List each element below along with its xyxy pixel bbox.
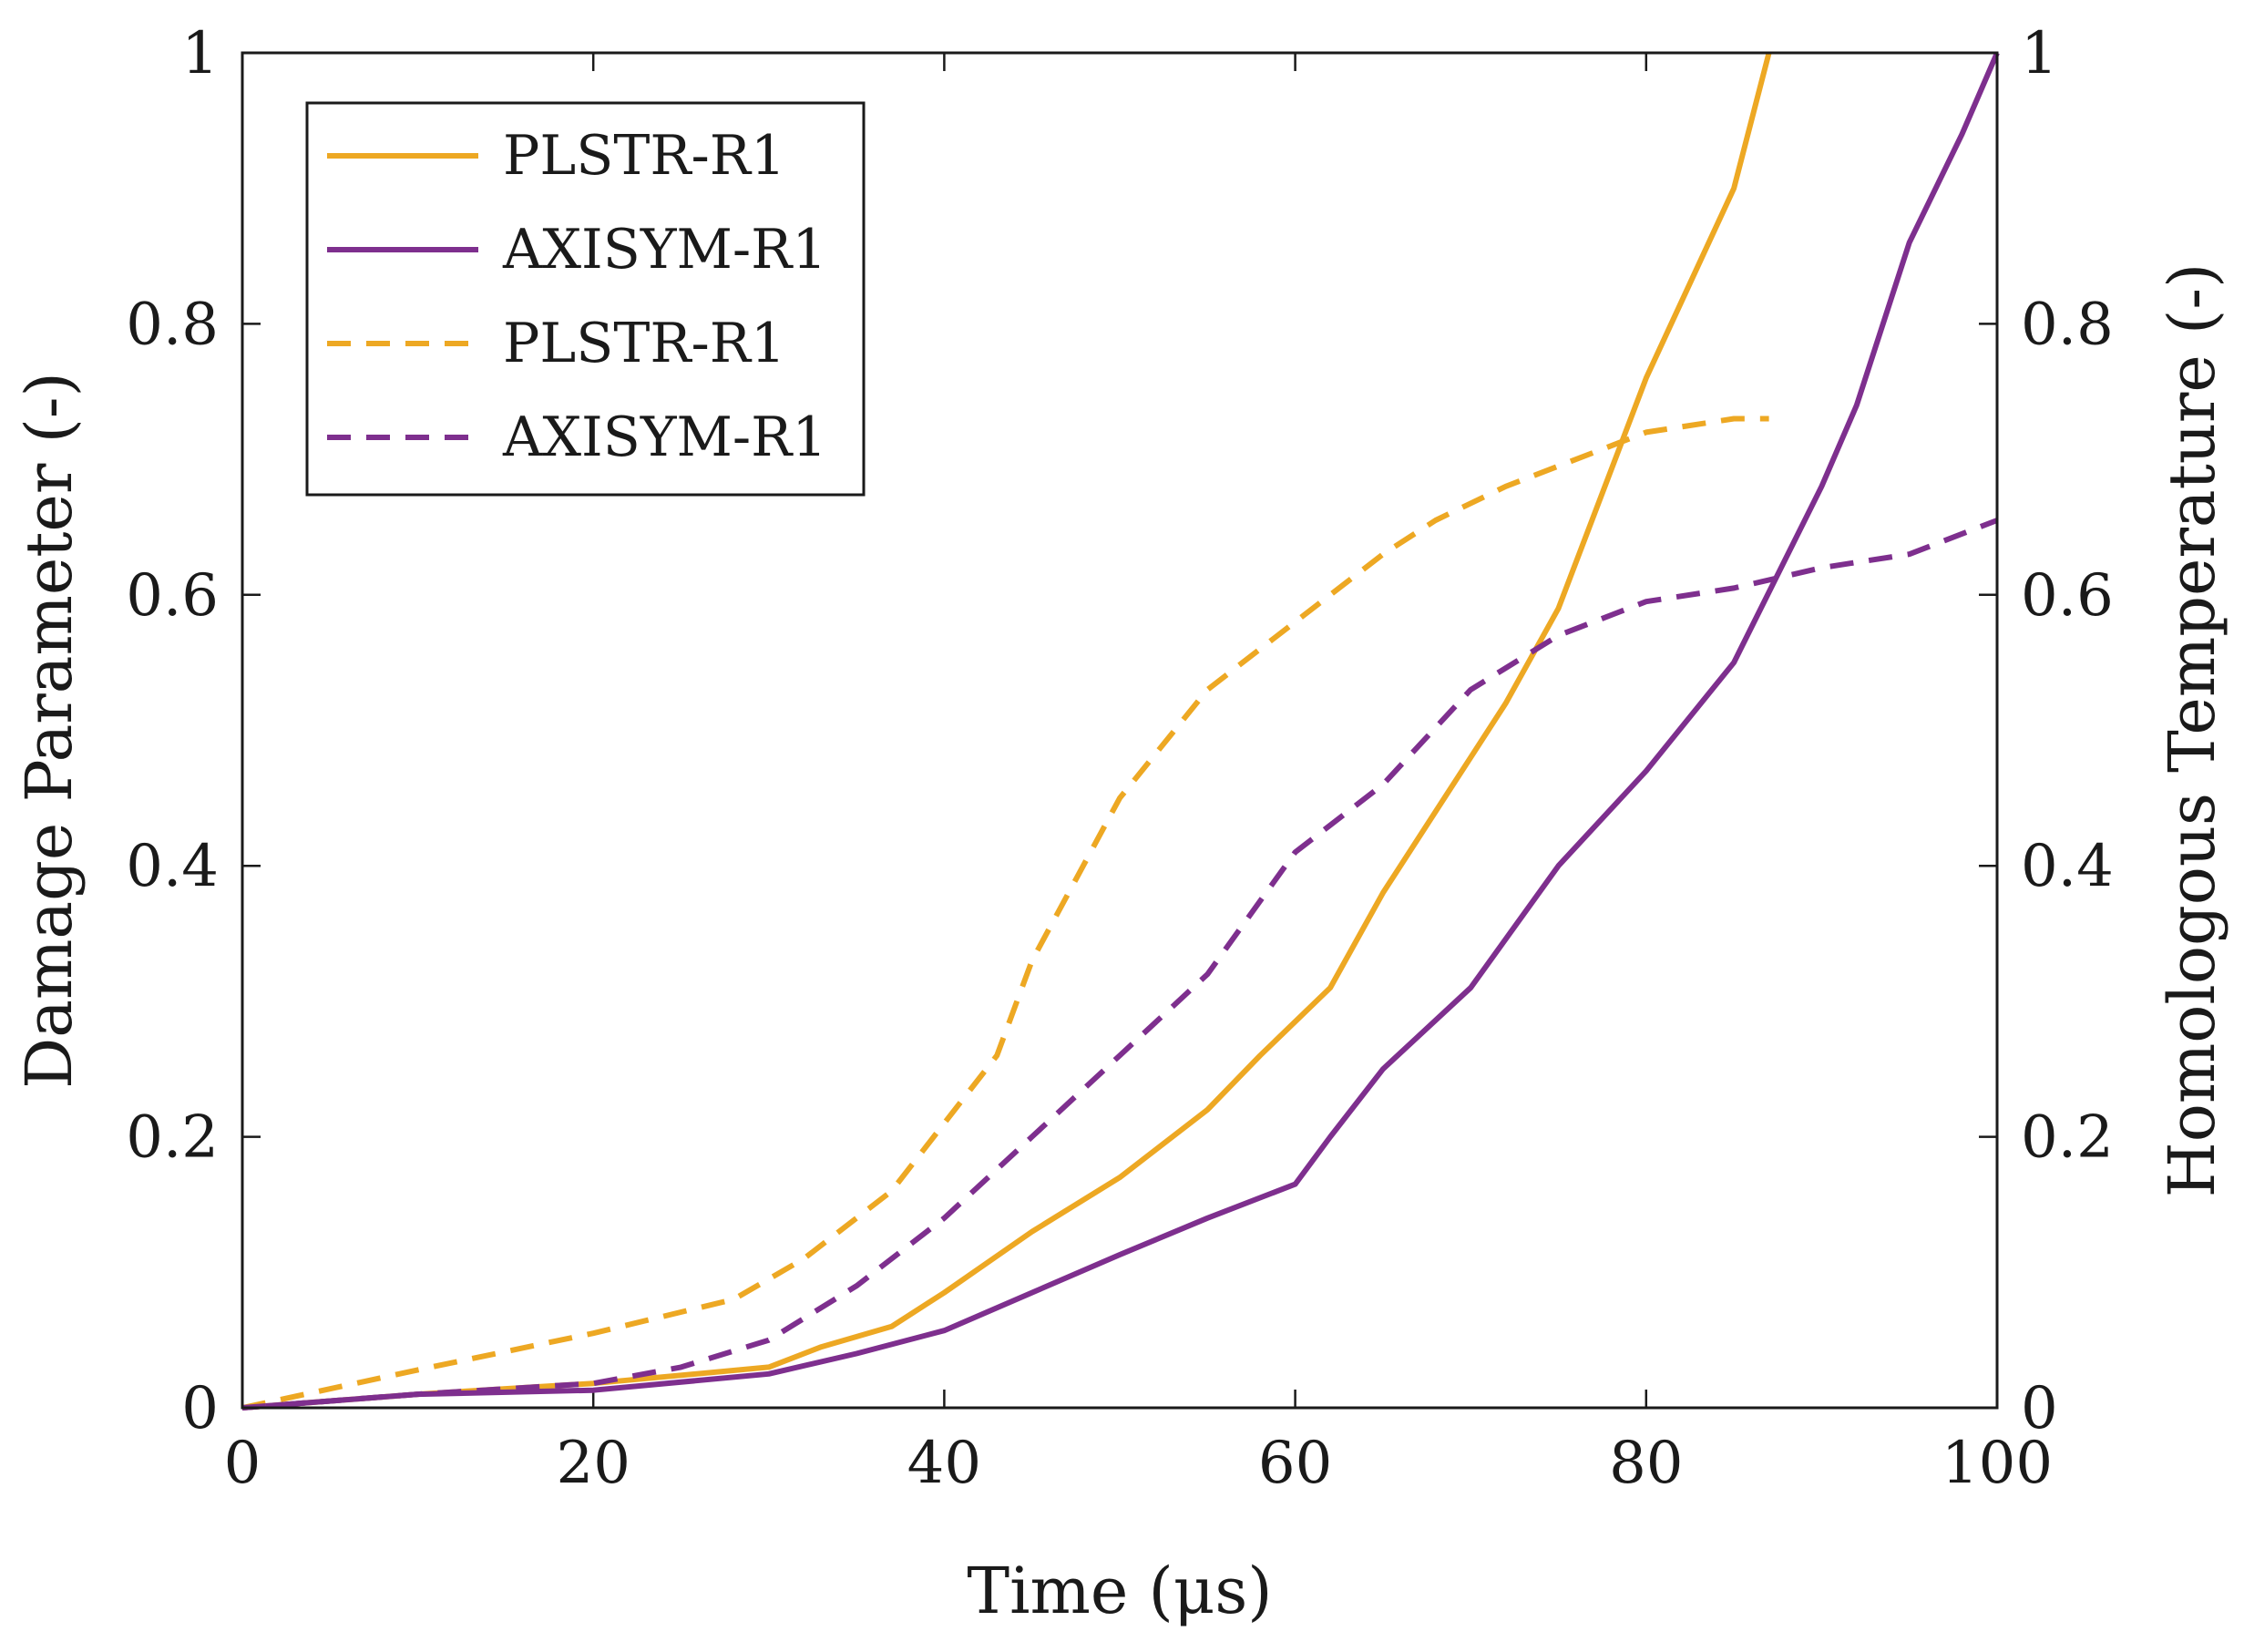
series-line-dashed-plstr-r1 [241,416,1769,1411]
legend-label: PLSTR-R1 [503,312,785,375]
right-y-tick-label: 0.4 [2021,833,2114,900]
x-tick-label: 0 [224,1430,261,1497]
series-line-dashed-axisym-r1 [241,518,1999,1411]
right-y-tick-label: 0.6 [2021,562,2114,630]
right-y-tick-label: 0.8 [2021,291,2114,358]
left-y-tick-label: 0.6 [126,562,219,630]
x-tick-label: 40 [907,1430,981,1497]
legend-box [305,101,866,497]
series-layer [241,51,2000,1411]
left-y-axis-title: Damage Parameter (-) [12,372,87,1089]
plot-frame [241,51,1999,1410]
right-y-axis-title: Homologous Temperature (-) [2155,263,2229,1198]
x-tick-label: 60 [1258,1430,1332,1497]
legend-label: PLSTR-R1 [503,124,785,188]
left-y-tick-label: 1 [181,20,219,87]
left-y-tick-label: 0.4 [126,833,219,900]
x-axis-title: Time (μs) [967,1554,1272,1628]
plot-area-border [241,51,1999,1410]
series-line-solid-axisym-r1 [241,51,2000,1411]
right-y-tick-label: 0 [2021,1375,2058,1442]
legend: PLSTR-R1 AXISYM-R1 PLSTR-R1 AXISYM-R1 [305,101,866,497]
x-tick-label: 80 [1609,1430,1683,1497]
legend-label: AXISYM-R1 [502,218,827,282]
x-tick-label: 100 [1942,1430,2053,1497]
left-y-tick-label: 0.2 [126,1104,219,1172]
legend-label: AXISYM-R1 [502,405,827,469]
series-line-solid-plstr-r1 [241,52,1772,1411]
right-y-tick-label: 0.2 [2021,1104,2114,1172]
left-y-tick-label: 0 [181,1375,219,1442]
left-y-tick-label: 0.8 [126,291,219,358]
right-y-tick-label: 1 [2021,20,2058,87]
x-tick-label: 20 [556,1430,630,1497]
